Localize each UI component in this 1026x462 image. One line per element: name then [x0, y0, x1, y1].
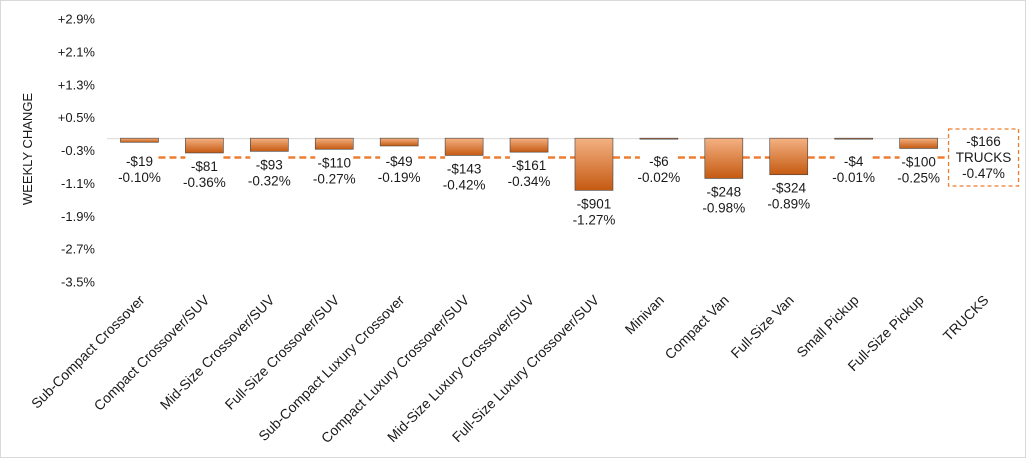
y-tick-label: -1.1% — [61, 176, 95, 191]
data-label-percent: -0.25% — [897, 170, 940, 185]
data-label-dollar: -$93 — [256, 157, 283, 172]
data-labels: -$19-0.10% -$81-0.36% -$93-0.32% -$110-0.27… — [118, 128, 1020, 227]
bar — [574, 137, 614, 191]
y-tick-label: +2.1% — [58, 44, 96, 59]
y-tick-label: -0.3% — [61, 143, 95, 158]
category-label: Full-Size Crossover/SUV — [222, 291, 343, 412]
data-label-percent: -0.98% — [702, 200, 745, 215]
data-label-percent: -0.01% — [832, 170, 875, 185]
y-tick-label: -2.7% — [61, 242, 95, 257]
y-tick-label: -1.9% — [61, 209, 95, 224]
bar — [704, 137, 744, 179]
bar — [834, 137, 873, 140]
data-label-percent: -0.32% — [248, 173, 291, 188]
data-label-percent: -0.89% — [767, 197, 810, 212]
data-label-dollar: -$161 — [512, 158, 547, 173]
bar — [899, 137, 938, 149]
category-label: TRUCKS — [940, 292, 992, 344]
data-label-percent: -0.27% — [313, 171, 356, 186]
data-label-dollar: -$248 — [707, 184, 742, 199]
bars — [120, 137, 938, 191]
data-label-percent: -0.02% — [638, 170, 681, 185]
bar — [379, 137, 419, 147]
data-label-percent: -0.10% — [118, 170, 161, 185]
bar — [185, 137, 224, 154]
category-label: Compact Crossover/SUV — [91, 291, 213, 413]
y-axis-label: WEEKLY CHANGE — [20, 93, 35, 206]
bar — [509, 137, 549, 153]
average-label-box — [947, 128, 1020, 187]
data-label-percent: -0.47% — [962, 166, 1005, 181]
bar — [250, 137, 289, 152]
data-label-dollar: -$6 — [649, 154, 669, 169]
category-label: Compact Van — [661, 292, 732, 363]
data-label-dollar: -$49 — [386, 154, 413, 169]
data-label-percent: -0.42% — [443, 177, 486, 192]
bar — [120, 137, 159, 143]
bar — [639, 137, 679, 140]
y-tick-label: +1.3% — [58, 77, 96, 92]
data-label-percent: -0.19% — [378, 170, 421, 185]
data-label-dollar: -$81 — [191, 159, 218, 174]
category-label: Small Pickup — [793, 292, 862, 361]
category-label: Mid-Size Crossover/SUV — [157, 291, 278, 412]
category-label: Minivan — [622, 292, 667, 337]
y-tick-labels: +2.9% +2.1% +1.3% +0.5% -0.3% -1.1% -1.9% -2.7%… — [58, 12, 96, 290]
bar — [444, 137, 484, 156]
data-label-dollar: -$901 — [577, 196, 612, 211]
y-tick-label: +0.5% — [58, 110, 96, 125]
y-tick-label: +2.9% — [58, 12, 96, 27]
category-label: Full-Size Van — [727, 292, 796, 361]
data-label-dollar: -$143 — [447, 161, 482, 176]
average-label-name: TRUCKS — [956, 150, 1012, 165]
data-label-dollar: -$100 — [901, 154, 936, 169]
data-label-dollar: -$324 — [771, 181, 806, 196]
data-label-dollar: -$110 — [317, 155, 351, 170]
data-label-dollar: -$4 — [844, 154, 864, 169]
data-label-percent: -0.36% — [183, 175, 226, 190]
bar — [769, 137, 809, 176]
data-label-dollar: -$166 — [966, 134, 1001, 149]
data-label-percent: -1.27% — [573, 212, 616, 227]
bar — [314, 137, 354, 150]
y-tick-label: -3.5% — [61, 275, 95, 290]
data-label-percent: -0.34% — [508, 174, 551, 189]
category-label: Sub-Compact Crossover — [28, 292, 148, 412]
data-label-dollar: -$19 — [126, 154, 153, 169]
